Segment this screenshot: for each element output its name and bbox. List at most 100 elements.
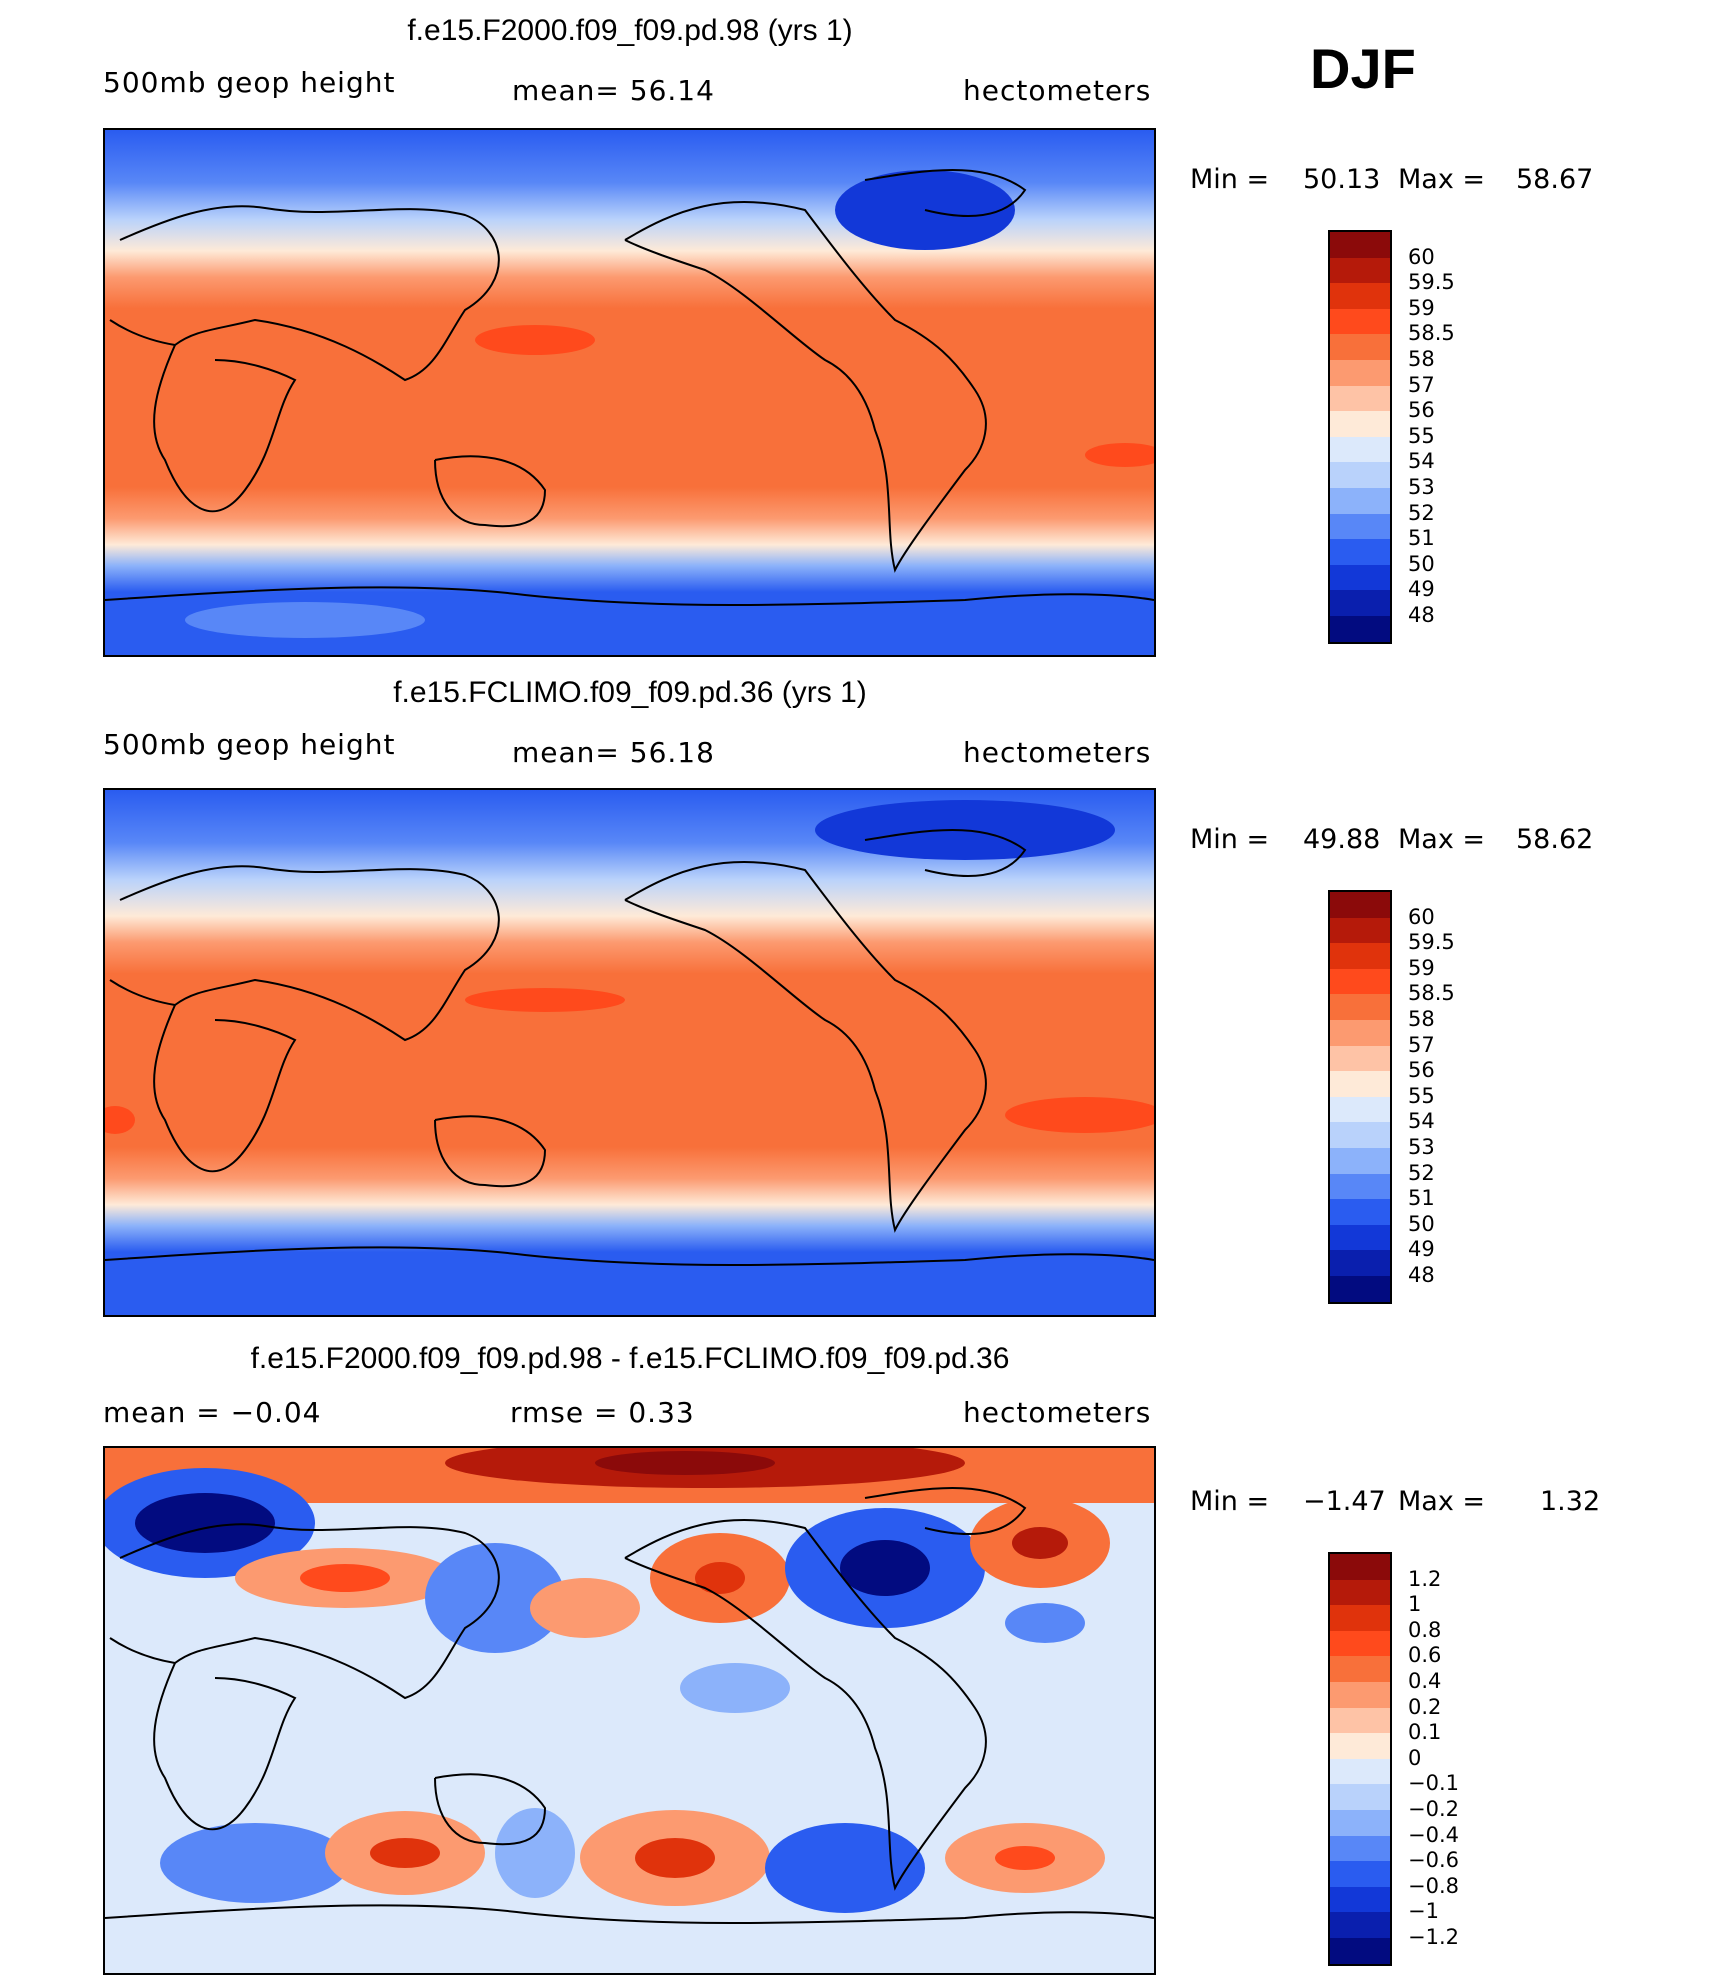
colorbar-swatch [1330,1835,1390,1862]
colorbar-tick-label: 0.2 [1408,1694,1442,1719]
colorbar-swatch [1330,994,1390,1020]
colorbar-swatch [1330,917,1390,944]
panel-1-max-label: Max = [1398,164,1486,195]
colorbar-tick-label: −0.1 [1408,1771,1459,1796]
panel-2-colorbar [1328,890,1392,1304]
colorbar-swatch [1330,1733,1390,1759]
colorbar-swatch [1330,232,1390,258]
colorbar-tick-label: −0.6 [1408,1848,1459,1873]
panel-1-min-label: Min = [1190,164,1270,195]
colorbar-swatch [1330,1554,1390,1580]
colorbar-swatch [1330,1019,1390,1046]
colorbar-tick-label: 57 [1408,372,1435,397]
colorbar-tick-label: 54 [1408,1109,1435,1134]
colorbar-tick-label: 51 [1408,526,1435,551]
colorbar-swatch [1330,334,1390,360]
colorbar-tick-label: 55 [1408,1083,1435,1108]
colorbar-tick-label: −0.2 [1408,1797,1459,1821]
panel-3-colorbar [1328,1552,1392,1966]
panel-2-max-label: Max = [1398,824,1486,855]
colorbar-tick-label: 53 [1408,1135,1435,1159]
colorbar-tick-label: 48 [1408,603,1435,627]
colorbar-tick-label: 54 [1408,449,1435,474]
colorbar-tick-label: 0.4 [1408,1669,1442,1693]
colorbar-swatch [1330,487,1390,514]
colorbar-swatch [1330,1071,1390,1097]
colorbar-swatch [1330,1630,1390,1657]
colorbar-tick-label: 48 [1408,1263,1435,1287]
colorbar-tick-label: −0.4 [1408,1822,1459,1847]
panel-3-title: f.e15.F2000.f09_f09.pd.98 - f.e15.FCLIMO… [250,1342,1010,1375]
colorbar-swatch [1330,564,1390,591]
colorbar-swatch [1330,1707,1390,1734]
colorbar-swatch [1330,1199,1390,1225]
colorbar-swatch [1330,1861,1390,1887]
colorbar-swatch [1330,1173,1390,1200]
colorbar-tick-label: 57 [1408,1032,1435,1057]
colorbar-tick-label: 58.5 [1408,981,1455,1006]
colorbar-swatch [1330,1605,1390,1631]
panel-1-max-value: 58.67 [1516,164,1594,195]
colorbar-swatch [1330,539,1390,565]
panel-3-max-value: 1.32 [1540,1486,1601,1517]
colorbar-tick-label: 56 [1408,1058,1435,1083]
panel-3-min-value: −1.47 [1303,1486,1386,1517]
panel-3-min-label: Min = [1190,1486,1270,1517]
colorbar-swatch [1330,1886,1390,1913]
colorbar-tick-label: 59 [1408,295,1435,320]
panel-1-map [103,128,1156,657]
colorbar-swatch [1330,1122,1390,1148]
colorbar-tick-label: 59 [1408,955,1435,980]
colorbar-tick-label: 60 [1408,904,1435,929]
colorbar-swatch [1330,1681,1390,1708]
panel-1-mean-label: mean= 56.14 [512,74,715,107]
panel-3-mean-label: mean = −0.04 [103,1396,322,1429]
colorbar-tick-label: 55 [1408,423,1435,448]
colorbar-swatch [1330,1250,1390,1276]
colorbar-swatch [1330,257,1390,284]
colorbar-swatch [1330,385,1390,412]
colorbar-swatch [1330,1045,1390,1072]
colorbar-tick-label: 0.6 [1408,1643,1442,1668]
panel-1-colorbar [1328,230,1392,644]
colorbar-tick-label: 60 [1408,244,1435,269]
colorbar-swatch [1330,590,1390,616]
colorbar-tick-label: 59.5 [1408,270,1455,295]
panel-1-units: hectometers [963,74,1152,107]
colorbar-swatch [1330,308,1390,335]
colorbar-tick-label: 59.5 [1408,930,1455,955]
colorbar-tick-label: 49 [1408,577,1435,602]
colorbar-tick-label: 0.8 [1408,1617,1442,1642]
colorbar-swatch [1330,1912,1390,1938]
colorbar-swatch [1330,892,1390,918]
panel-1-left-label: 500mb geop height [103,66,396,99]
colorbar-tick-label: 58 [1408,347,1435,371]
colorbar-tick-label: 1.2 [1408,1566,1442,1591]
colorbar-tick-label: 51 [1408,1186,1435,1211]
colorbar-swatch [1330,943,1390,969]
colorbar-tick-label: 50 [1408,1211,1435,1236]
colorbar-swatch [1330,1937,1390,1964]
colorbar-swatch [1330,462,1390,488]
panel-2-left-label: 500mb geop height [103,728,396,761]
colorbar-swatch [1330,1275,1390,1302]
panel-1-title: f.e15.F2000.f09_f09.pd.98 (yrs 1) [407,14,853,47]
colorbar-tick-label: 58 [1408,1007,1435,1031]
colorbar-tick-label: 56 [1408,398,1435,423]
colorbar-swatch [1330,1224,1390,1251]
colorbar-tick-label: 58.5 [1408,321,1455,346]
panel-2-mean-label: mean= 56.18 [512,736,715,769]
colorbar-swatch [1330,283,1390,309]
colorbar-swatch [1330,436,1390,463]
colorbar-swatch [1330,1579,1390,1606]
colorbar-tick-label: −0.8 [1408,1873,1459,1898]
colorbar-tick-label: 1 [1408,1592,1422,1617]
colorbar-swatch [1330,615,1390,642]
colorbar-swatch [1330,1096,1390,1123]
colorbar-tick-label: 50 [1408,551,1435,576]
panel-3-max-label: Max = [1398,1486,1486,1517]
colorbar-tick-label: 53 [1408,475,1435,499]
panel-3-units: hectometers [963,1396,1152,1429]
colorbar-swatch [1330,1784,1390,1810]
panel-2-min-value: 49.88 [1303,824,1381,855]
